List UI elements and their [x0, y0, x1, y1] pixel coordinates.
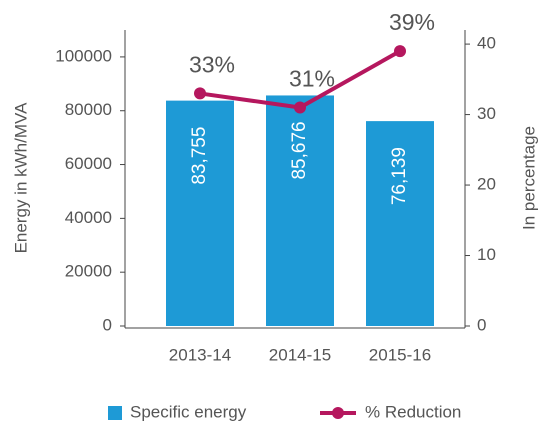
y2-tick-label: 20 [477, 175, 496, 194]
y-tick-label: 80000 [65, 100, 112, 119]
y2-tick-label: 0 [477, 315, 486, 334]
bar [366, 121, 434, 326]
line-value-label: 33% [189, 52, 235, 78]
y2-tick-label: 30 [477, 104, 496, 123]
y-axis-label: Energy in kWh/MVA [11, 102, 30, 254]
legend-label: % Reduction [365, 402, 461, 421]
bar-value-label: 85,676 [289, 121, 310, 179]
bar [266, 95, 334, 326]
x-tick-label: 2015-16 [369, 345, 431, 364]
y-tick-label: 0 [103, 315, 112, 334]
bar-value-label: 76,139 [389, 147, 410, 205]
y2-axis-label: In percentage [519, 126, 538, 230]
y2-tick-label: 10 [477, 245, 496, 264]
y-tick-label: 20000 [65, 262, 112, 281]
line-value-label: 39% [389, 9, 435, 35]
legend-swatch [108, 406, 122, 420]
bar [166, 100, 234, 326]
line-marker [394, 45, 406, 58]
y2-tick-label: 40 [477, 34, 496, 53]
x-tick-label: 2013-14 [169, 345, 231, 364]
bar-value-label: 83,755 [189, 127, 210, 185]
legend-label: Specific energy [130, 402, 247, 421]
line-marker [294, 101, 306, 114]
y-tick-label: 40000 [65, 208, 112, 227]
line-value-label: 31% [289, 66, 335, 92]
y-tick-label: 60000 [65, 154, 112, 173]
y-tick-label: 100000 [55, 46, 112, 65]
x-tick-label: 2014-15 [269, 345, 331, 364]
legend-swatch-marker [332, 407, 344, 419]
line-marker [194, 87, 206, 100]
